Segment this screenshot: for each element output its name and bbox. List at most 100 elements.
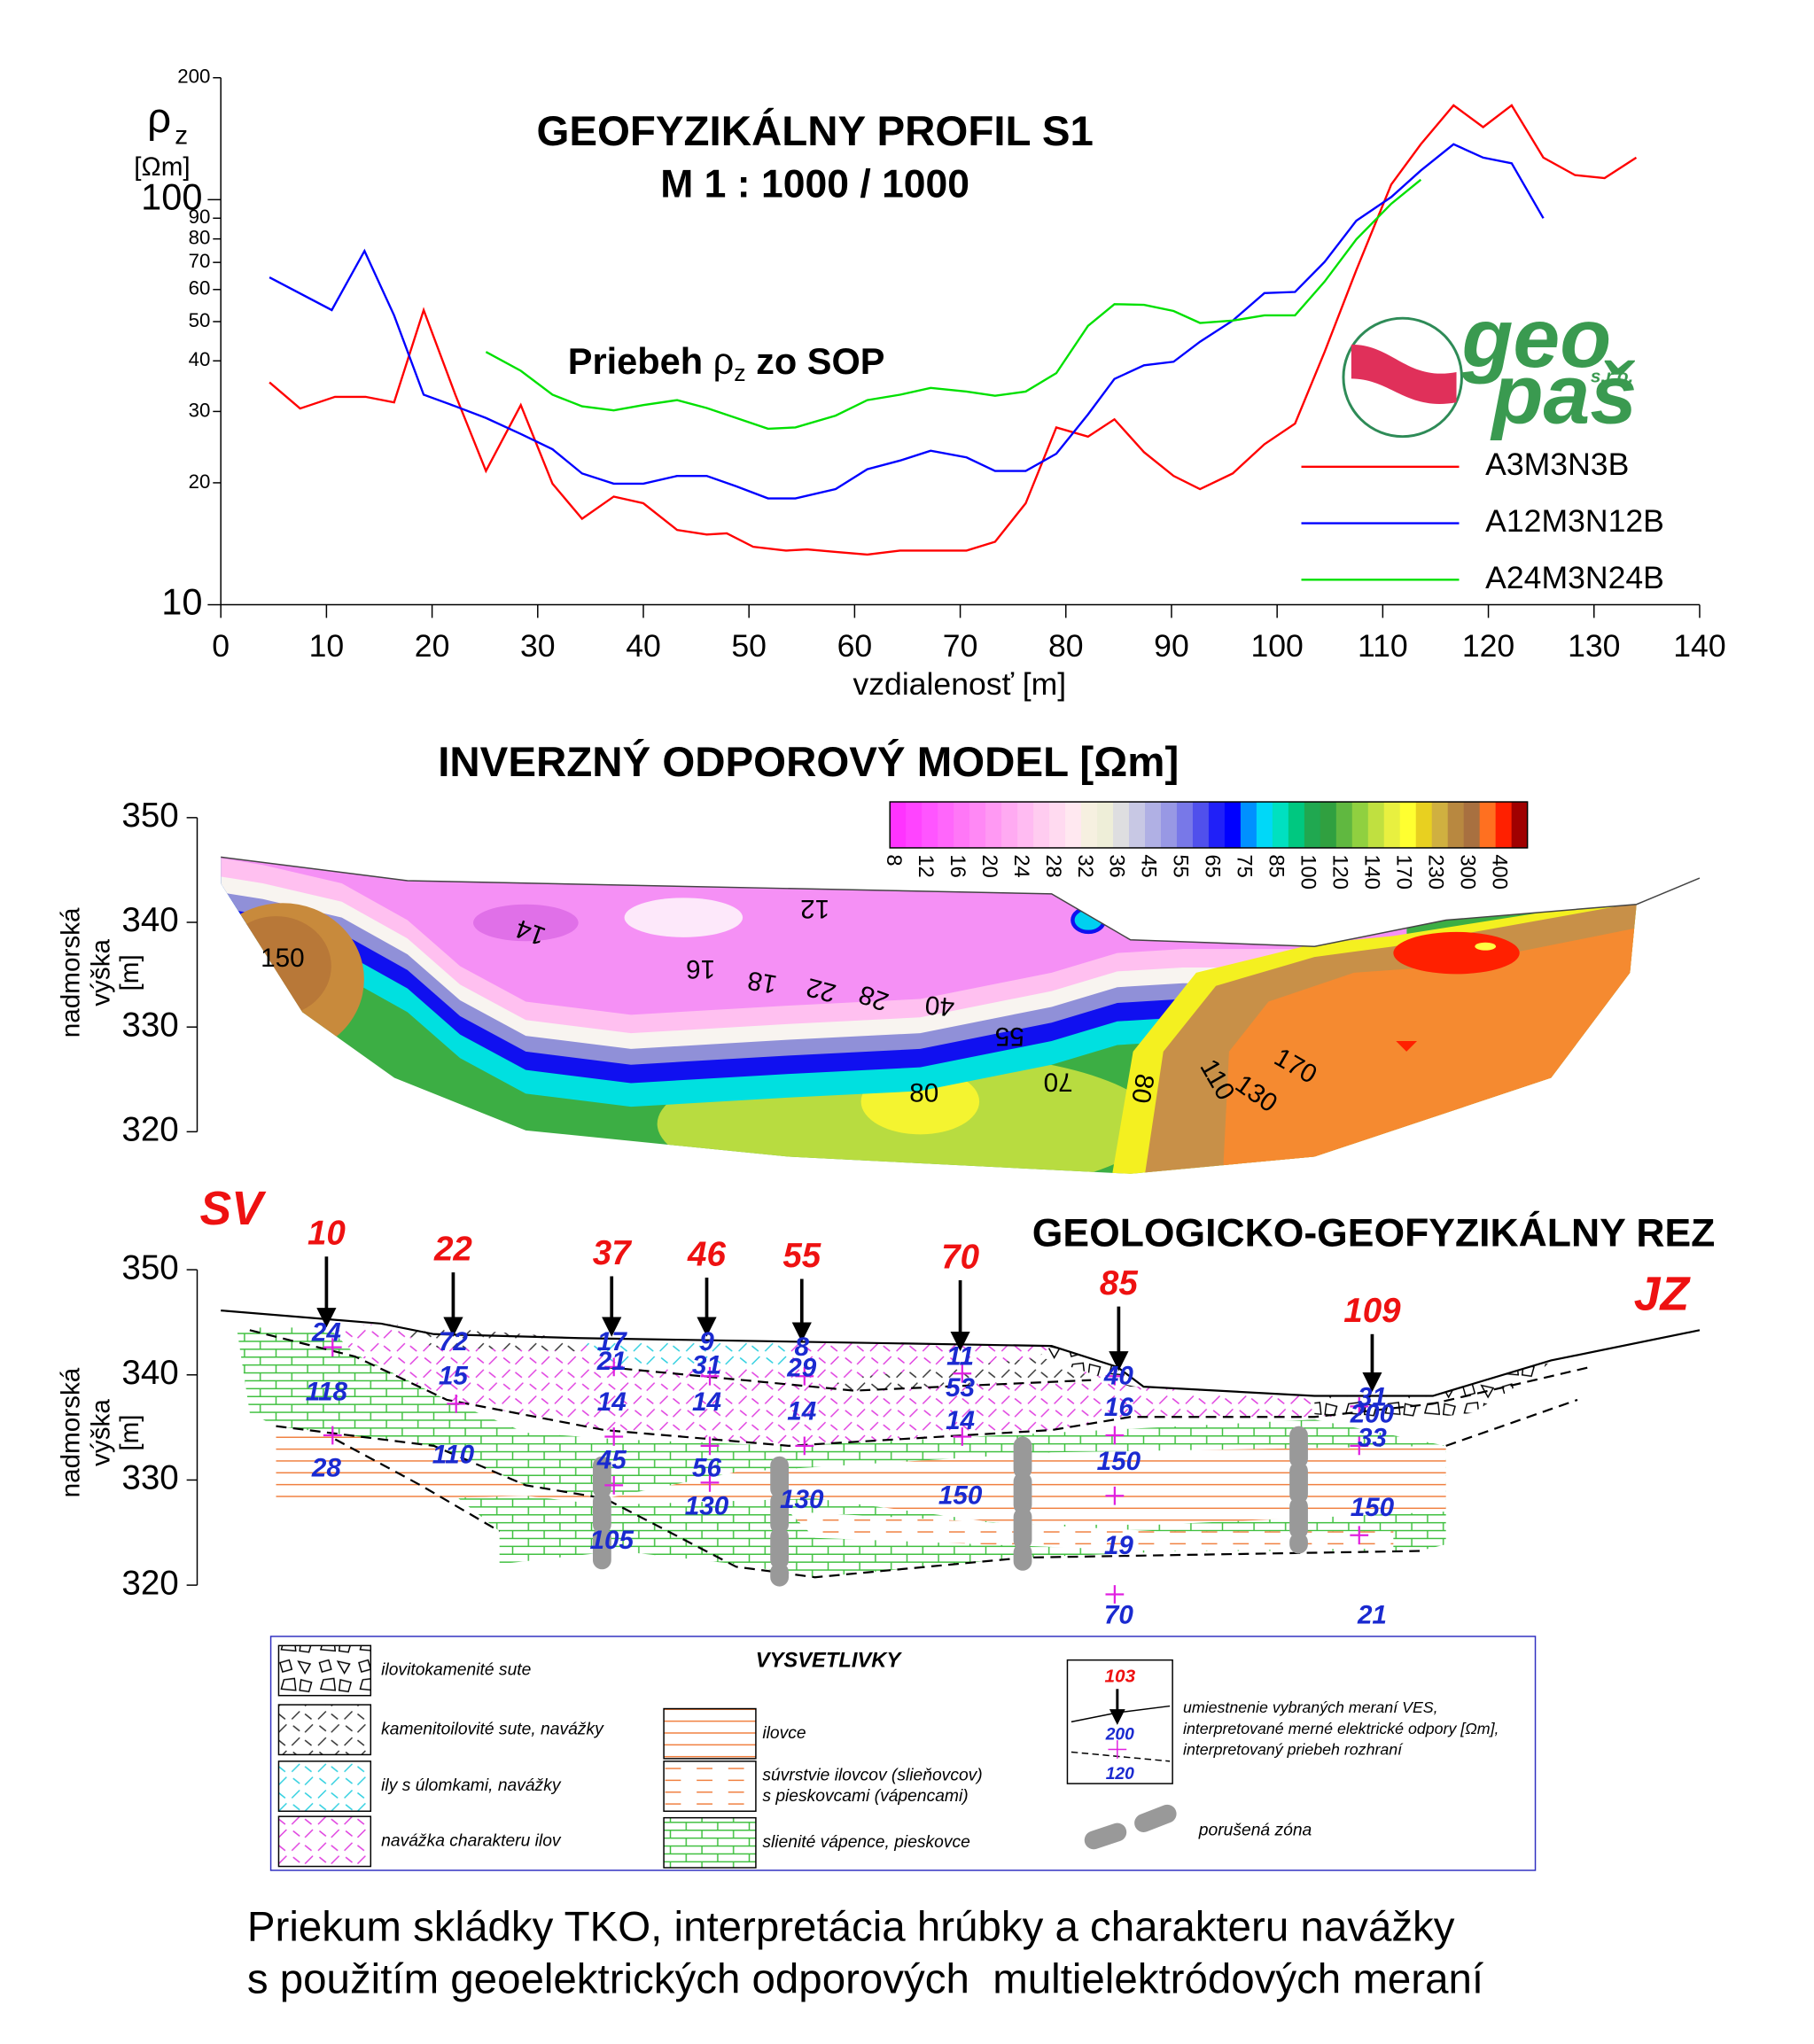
legend-sample-value: 120	[1106, 1765, 1134, 1784]
colorbar-cell	[1081, 802, 1098, 848]
colorbar-label: 28	[1041, 854, 1064, 877]
colorbar-label: 120	[1328, 854, 1351, 890]
resistivity-label: 19	[1104, 1531, 1133, 1560]
y-tick-label: 320	[121, 1111, 178, 1149]
y-tick-label: 340	[121, 1354, 178, 1392]
x-tick-label: 30	[520, 628, 556, 664]
y-tick-label: 90	[189, 206, 211, 228]
colorbar-cell	[1224, 802, 1242, 848]
resistivity-label: 70	[1104, 1601, 1133, 1630]
colorbar-cell	[1288, 802, 1305, 848]
logo-text: geo	[1460, 291, 1611, 385]
y-axis-label: [m]	[115, 954, 144, 991]
logo-circle	[1342, 316, 1463, 439]
colorbar-cell	[1065, 802, 1082, 848]
annotation-subscript: z	[734, 360, 745, 386]
logo-band	[1351, 344, 1457, 404]
y-tick-label: 350	[121, 1248, 178, 1286]
colorbar-label: 75	[1233, 854, 1256, 877]
caption-line: s použitím geoelektrických odporových mu…	[247, 1956, 1483, 2003]
legend-title: VYSVETLIVKY	[756, 1649, 903, 1672]
chart-title: GEOFYZIKÁLNY PROFIL S1	[536, 107, 1093, 155]
model-region	[624, 898, 744, 937]
measure-cross	[1105, 1486, 1125, 1505]
colorbar-cell	[1113, 802, 1130, 848]
measure-cross	[1350, 1526, 1369, 1545]
resistivity-label: 110	[432, 1441, 475, 1470]
contour-label: 80	[909, 1079, 938, 1108]
colorbar-cell	[1176, 802, 1194, 848]
interface-line	[1445, 1398, 1578, 1447]
annotation-rest: zo SOP	[746, 340, 885, 382]
resistivity-label: 8	[795, 1333, 810, 1362]
resistivity-label: 15	[439, 1362, 468, 1391]
colorbar-frame	[889, 801, 1529, 849]
section-right-label: JZ	[1634, 1268, 1692, 1320]
resistivity-label: 24	[311, 1318, 341, 1348]
resistivity-label: 14	[597, 1387, 627, 1417]
colorbar-cell	[1208, 802, 1226, 848]
colorbar-cell	[1383, 802, 1401, 848]
colorbar-cell	[1049, 802, 1066, 848]
legend-sample-label: 103	[1104, 1666, 1135, 1686]
colorbar-cell	[1447, 802, 1465, 848]
measure-cross	[1108, 1740, 1127, 1759]
logo-text: s.r.o.	[1591, 366, 1633, 386]
colorbar-cell	[1192, 802, 1210, 848]
x-tick-label: 90	[1154, 628, 1189, 664]
y-tick-label: 330	[121, 1006, 178, 1044]
resistivity-label: 150	[1351, 1493, 1395, 1522]
interface-line	[249, 1329, 1592, 1447]
contour-label: 150	[261, 944, 304, 973]
measure-cross	[700, 1366, 720, 1386]
colorbar-label: 12	[914, 854, 937, 877]
legend-label: A12M3N12B	[1485, 503, 1664, 539]
x-tick-label: 50	[731, 628, 767, 664]
legend-label: porušená zóna	[1198, 1822, 1312, 1840]
x-tick-label: 80	[1048, 628, 1084, 664]
resistivity-label: 150	[1097, 1447, 1141, 1476]
geology-layer	[578, 1341, 789, 1367]
colorbar-label: 140	[1359, 854, 1382, 890]
y-tick-label: 20	[189, 470, 211, 493]
colorbar-label: 8	[882, 854, 905, 866]
x-tick-label: 130	[1568, 628, 1620, 664]
fault-zone	[1084, 1823, 1127, 1850]
measure-cross	[1350, 1396, 1369, 1416]
colorbar-cell	[954, 802, 970, 848]
annotation: Priebeh ρz zo SOP	[568, 340, 885, 386]
legend-box	[269, 1636, 1537, 1871]
colorbar-cell	[890, 802, 907, 848]
resistivity-label: 14	[692, 1387, 721, 1417]
colorbar-cell	[1001, 802, 1018, 848]
colorbar-cell	[1304, 802, 1321, 848]
colorbar-cell	[1415, 802, 1433, 848]
interface-line	[334, 1438, 501, 1533]
colorbar-label: 32	[1073, 854, 1096, 877]
legend-label: slienité vápence, pieskovce	[762, 1833, 970, 1852]
colorbar-label: 36	[1105, 854, 1128, 877]
resistivity-label: 17	[597, 1327, 627, 1356]
y-axis-label: výška	[87, 938, 116, 1006]
legend-label: A3M3N3B	[1485, 447, 1629, 482]
resistivity-label: 53	[946, 1373, 975, 1403]
colorbar-cell	[1463, 802, 1481, 848]
colorbar-cell	[1256, 802, 1273, 848]
sounding-label: 85	[1100, 1264, 1138, 1302]
colorbar-cell	[906, 802, 923, 848]
y-tick-label: 80	[189, 227, 211, 249]
colorbar-label: 24	[1009, 854, 1032, 877]
colorbar-label: 55	[1169, 854, 1192, 877]
x-tick-label: 0	[212, 628, 230, 664]
x-tick-label: 100	[1250, 628, 1303, 664]
y-tick-label: 320	[121, 1564, 178, 1602]
measure-cross	[953, 1427, 972, 1446]
legend-swatch	[277, 1644, 372, 1697]
colorbar-label: 65	[1201, 854, 1224, 877]
geology-layer	[789, 1512, 1394, 1551]
interface-line	[276, 1425, 1421, 1579]
y-tick-label: 330	[121, 1459, 178, 1497]
measure-cross	[323, 1426, 342, 1445]
model-region	[1393, 931, 1520, 975]
